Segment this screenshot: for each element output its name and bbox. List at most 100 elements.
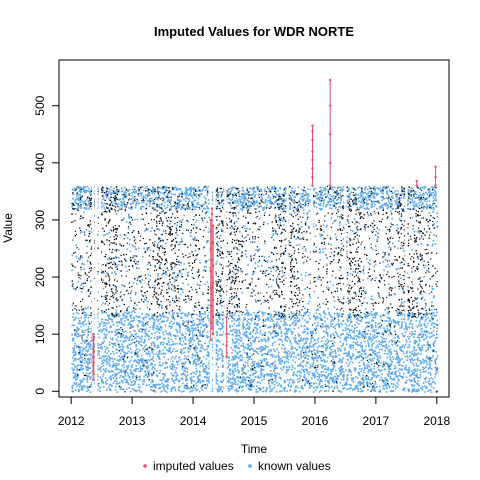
known-point — [84, 359, 87, 361]
known-point — [217, 241, 219, 243]
known-point — [404, 321, 406, 323]
known-point — [395, 193, 397, 196]
known-point — [424, 200, 426, 202]
known-point — [359, 316, 361, 318]
known-point — [339, 192, 342, 194]
known-point — [247, 346, 250, 348]
known-point — [81, 380, 83, 383]
known-point — [317, 193, 319, 195]
known-point — [415, 203, 418, 205]
known-point — [427, 204, 429, 207]
known-point — [104, 234, 107, 236]
known-point — [391, 192, 393, 194]
known-point — [432, 243, 434, 245]
known-point — [79, 186, 81, 188]
known-point — [423, 359, 426, 362]
known-point — [79, 335, 82, 337]
known-point — [381, 348, 383, 351]
known-point — [116, 190, 118, 193]
known-point — [157, 187, 159, 189]
known-point — [262, 194, 265, 196]
known-point — [411, 389, 414, 392]
known-point — [304, 205, 306, 207]
known-point — [318, 373, 320, 376]
known-point — [322, 189, 324, 192]
known-point — [283, 192, 286, 194]
known-point — [293, 337, 295, 339]
known-point — [387, 364, 389, 367]
known-point — [354, 324, 356, 326]
known-point — [80, 368, 82, 370]
known-point — [106, 190, 109, 192]
known-point — [269, 333, 272, 336]
known-point — [161, 313, 164, 316]
known-point — [367, 343, 370, 346]
known-point — [390, 200, 393, 202]
known-point — [154, 233, 156, 235]
known-point — [402, 335, 404, 337]
known-point — [129, 258, 131, 261]
known-point — [351, 389, 354, 391]
known-point — [187, 348, 190, 350]
known-point — [407, 195, 410, 198]
known-point — [399, 375, 401, 377]
known-point — [229, 388, 231, 390]
known-point — [221, 219, 223, 222]
known-point — [100, 357, 102, 360]
known-point — [125, 335, 127, 337]
known-point — [436, 355, 439, 358]
known-point — [171, 317, 174, 319]
known-point — [424, 331, 426, 333]
known-point — [410, 379, 412, 382]
known-point — [291, 333, 293, 335]
known-point — [170, 368, 172, 370]
known-point — [130, 343, 132, 345]
known-point — [300, 351, 302, 353]
known-point — [219, 328, 222, 330]
known-point — [135, 365, 137, 367]
known-point — [358, 356, 360, 359]
known-point — [374, 212, 377, 215]
known-point — [191, 321, 194, 324]
known-point — [331, 340, 333, 342]
known-point — [340, 213, 342, 216]
known-point — [140, 193, 143, 195]
known-point — [179, 331, 181, 334]
known-point — [97, 193, 100, 195]
known-point — [327, 367, 329, 369]
known-point — [193, 199, 196, 202]
known-point — [407, 371, 410, 373]
known-point — [401, 368, 403, 371]
known-point — [146, 247, 148, 249]
known-point — [398, 198, 400, 201]
known-point — [83, 384, 85, 387]
known-point — [193, 383, 195, 386]
known-point — [171, 323, 174, 325]
known-point — [218, 285, 221, 288]
known-point — [254, 196, 256, 198]
known-point — [186, 197, 188, 199]
known-point — [406, 327, 408, 329]
known-point — [423, 323, 426, 325]
known-point — [172, 285, 175, 288]
known-point — [283, 380, 286, 382]
known-point — [296, 314, 298, 317]
known-point — [229, 368, 232, 371]
known-point — [418, 232, 421, 234]
known-point — [410, 370, 413, 372]
known-point — [142, 189, 145, 192]
known-point — [315, 197, 318, 200]
known-point — [163, 315, 165, 317]
known-point — [282, 207, 285, 209]
known-point — [342, 388, 344, 390]
known-point — [429, 327, 432, 330]
known-point — [200, 334, 203, 337]
known-point — [405, 376, 408, 378]
known-point — [417, 187, 419, 189]
known-point — [311, 365, 314, 367]
known-point — [388, 246, 390, 249]
known-point — [268, 364, 271, 367]
known-point — [111, 357, 114, 360]
known-point — [417, 257, 420, 260]
known-point — [234, 200, 236, 202]
